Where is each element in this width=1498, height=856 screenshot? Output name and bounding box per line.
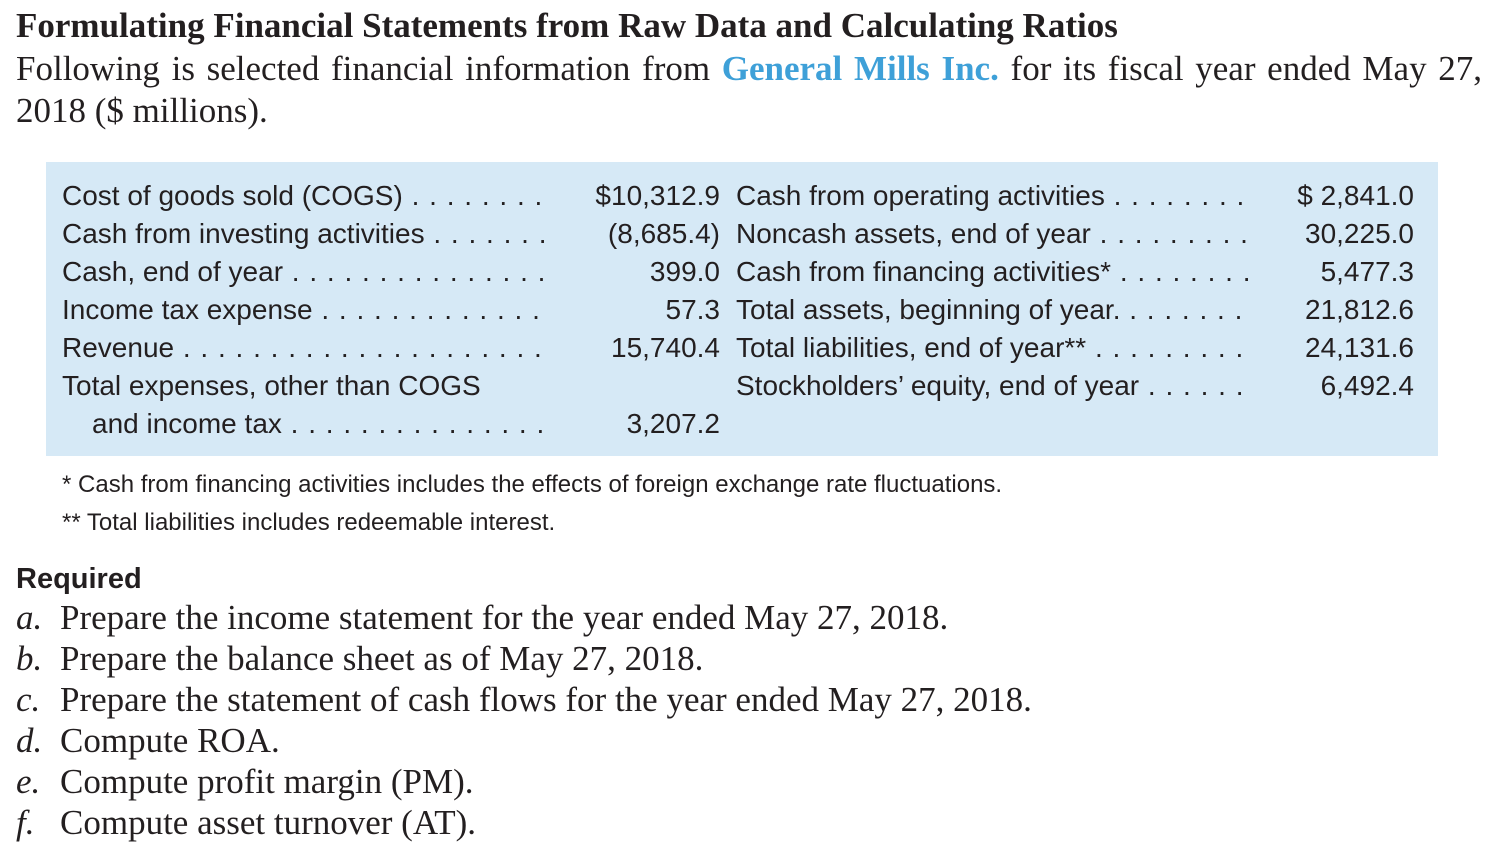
task-letter: e. [16,762,41,801]
task-letter: c. [16,680,41,719]
data-row-right: Total assets, beginning of year. 21,812.… [736,291,1416,329]
item-value: 5,477.3 [1320,256,1414,287]
intro-text-after: for its fiscal year ended May 27, 2018 (… [16,49,1483,130]
task-item: f. Compute asset turnover (AT). [16,802,1032,843]
item-value: 15,740.4 [611,332,720,363]
item-label: Total liabilities, end of year** [736,329,1250,367]
data-row-left: and income tax 3,207.2 [62,405,722,443]
item-label: Cost of goods sold (COGS) [62,177,544,215]
task-item: e. Compute profit margin (PM). [16,761,1032,802]
data-row-left: Total expenses, other than COGS [62,367,722,405]
task-text: Compute asset turnover (AT). [60,803,477,842]
task-letter: b. [16,639,43,678]
data-row-right: Total liabilities, end of year** 24,131.… [736,329,1416,367]
task-item: b. Prepare the balance sheet as of May 27… [16,638,1032,679]
task-text: Prepare the income statement for the yea… [60,598,949,637]
item-value: 3,207.2 [626,408,720,439]
item-value: 24,131.6 [1305,332,1414,363]
item-label: Revenue [62,329,544,367]
footnote: * Cash from financing activities include… [62,471,1003,498]
data-row-right: Stockholders’ equity, end of year 6,492.… [736,367,1416,405]
data-row-left: Cash from investing activities (8,685.4) [62,215,722,253]
data-row-right: Noncash assets, end of year 30,225.0 [736,215,1416,253]
intro-text-before: Following is selected financial informat… [16,49,722,88]
item-label-continued: and income tax [92,405,544,443]
task-text: Prepare the statement of cash flows for … [60,680,1032,719]
item-label: Cash from investing activities [62,215,544,253]
task-text: Compute profit margin (PM). [60,762,474,801]
task-letter: a. [16,598,43,637]
item-value: (8,685.4) [607,218,720,249]
data-row-left: Income tax expense 57.3 [62,291,722,329]
item-label: Cash, end of year [62,253,544,291]
company-name: General Mills Inc. [721,49,999,88]
data-row-right: Cash from operating activities $ 2,841.0 [736,177,1416,215]
data-row-left: Cash, end of year 399.0 [62,253,722,291]
task-letter: f. [16,803,35,842]
task-item: c. Prepare the statement of cash flows fo… [16,679,1032,720]
item-value: 30,225.0 [1305,218,1414,249]
financial-data-box: Cost of goods sold (COGS) $10,312.9 Cash… [46,162,1438,456]
item-value: 6,492.4 [1320,370,1414,401]
item-value: 21,812.6 [1305,294,1414,325]
item-value: $10,312.9 [595,180,720,211]
task-text: Prepare the balance sheet as of May 27, … [60,639,704,678]
footnotes: * Cash from financing activities include… [62,466,1002,542]
required-heading: Required [16,563,142,595]
task-letter: d. [16,721,43,760]
item-label: Noncash assets, end of year [736,215,1250,253]
task-text: Compute ROA. [60,721,280,760]
item-label: Total expenses, other than COGS [62,370,481,401]
intro-paragraph: Following is selected financial informat… [16,48,1482,132]
item-label: Cash from operating activities [736,177,1250,215]
item-label: Stockholders’ equity, end of year [736,367,1250,405]
data-row-left: Revenue 15,740.4 [62,329,722,367]
data-row-left: Cost of goods sold (COGS) $10,312.9 [62,177,722,215]
footnote: ** Total liabilities includes redeemable… [62,509,556,536]
item-label: Cash from financing activities* [736,253,1250,291]
page-title: Formulating Financial Statements from Ra… [16,6,1118,45]
task-item: a. Prepare the income statement for the y… [16,597,1032,638]
item-value: $ 2,841.0 [1297,180,1414,211]
task-list: a. Prepare the income statement for the y… [16,597,1032,843]
item-label: Total assets, beginning of year. [736,291,1250,329]
data-row-right: Cash from financing activities* 5,477.3 [736,253,1416,291]
task-item: d. Compute ROA. [16,720,1032,761]
item-value: 57.3 [665,294,721,325]
item-label: Income tax expense [62,291,544,329]
item-value: 399.0 [649,256,720,287]
